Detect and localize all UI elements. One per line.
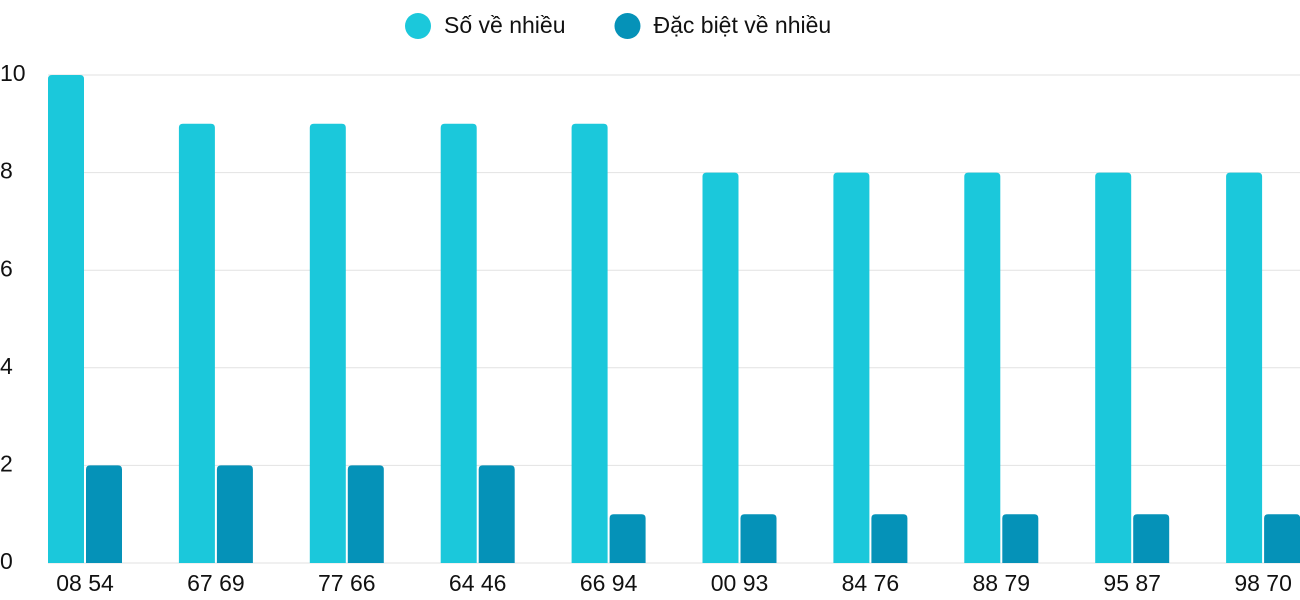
bar	[309, 123, 346, 564]
bar	[216, 465, 253, 563]
x-tick-label: 67 69	[187, 570, 245, 596]
bar	[48, 75, 84, 563]
bar	[86, 465, 122, 563]
y-tick-label: 2	[0, 450, 13, 476]
bar	[571, 123, 608, 564]
y-tick-label: 6	[0, 255, 13, 281]
bar	[1095, 172, 1132, 563]
x-tick-label: 84 76	[842, 570, 900, 596]
y-tick-label: 8	[0, 158, 13, 184]
x-tick-label: 88 79	[973, 570, 1031, 596]
bar	[178, 123, 215, 564]
bar	[1133, 514, 1170, 563]
x-tick-label: 66 94	[580, 570, 638, 596]
bar	[964, 172, 1001, 563]
bar	[702, 172, 739, 563]
legend-swatch	[405, 13, 431, 39]
y-tick-label: 4	[0, 353, 13, 379]
bar	[440, 123, 477, 564]
bar	[1226, 172, 1263, 563]
y-tick-label: 10	[0, 60, 26, 86]
bar	[740, 514, 777, 563]
legend-label: Đặc biệt về nhiều	[653, 12, 831, 38]
bar	[1264, 514, 1300, 563]
x-tick-label: 98 70	[1234, 570, 1292, 596]
bar	[347, 465, 384, 563]
bar	[478, 465, 515, 563]
x-tick-label: 08 54	[56, 570, 114, 596]
x-tick-label: 95 87	[1103, 570, 1161, 596]
bar	[833, 172, 870, 563]
bar	[609, 514, 646, 563]
y-tick-label: 0	[0, 548, 13, 574]
legend-swatch	[614, 13, 641, 39]
legend-label: Số về nhiều	[444, 12, 565, 38]
x-tick-label: 64 46	[449, 570, 507, 596]
bar	[871, 514, 908, 563]
x-tick-label: 00 93	[711, 570, 769, 596]
bar	[1002, 514, 1039, 563]
x-tick-label: 77 66	[318, 570, 376, 596]
